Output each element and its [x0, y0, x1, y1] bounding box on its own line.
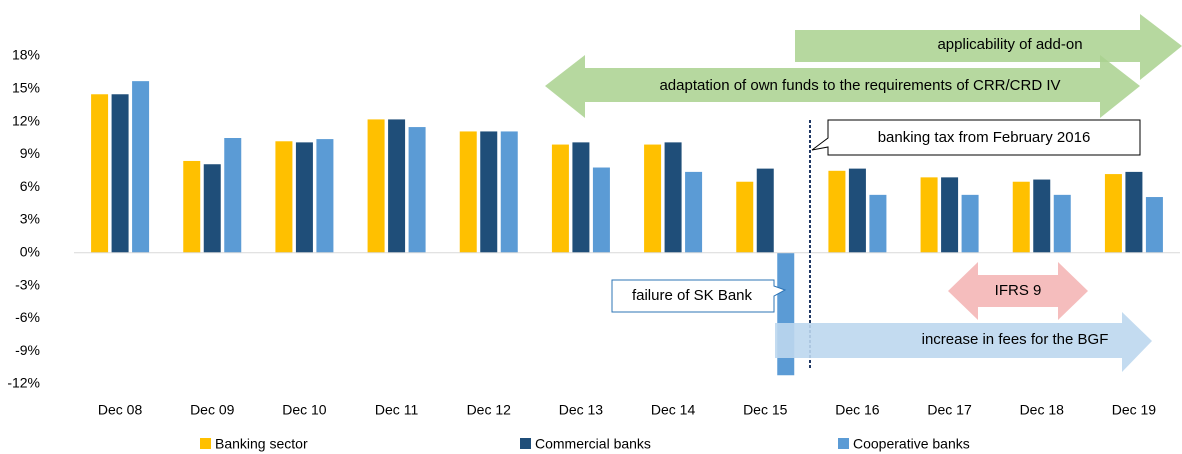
- bar: [111, 94, 129, 253]
- bar: [920, 177, 938, 253]
- x-tick-label: Dec 12: [467, 402, 512, 418]
- y-tick-label: 18%: [12, 47, 40, 63]
- ifrs-arrow: [948, 262, 1088, 320]
- bar: [1033, 179, 1051, 253]
- y-tick-label: 12%: [12, 112, 40, 128]
- bar: [1012, 181, 1030, 253]
- crr-arrow: [545, 55, 1140, 118]
- callout-box: [811, 119, 1141, 156]
- bar: [941, 177, 959, 253]
- bar: [203, 164, 221, 253]
- x-tick-label: Dec 11: [375, 402, 419, 418]
- bar: [664, 142, 682, 253]
- y-tick-label: -9%: [15, 342, 40, 358]
- bar: [132, 81, 150, 253]
- x-tick-label: Dec 13: [559, 402, 604, 418]
- legend-swatch: [200, 438, 211, 449]
- legend-label: Commercial banks: [535, 436, 651, 452]
- bar: [275, 141, 293, 253]
- bar: [367, 119, 385, 253]
- x-tick-label: Dec 19: [1112, 402, 1157, 418]
- y-tick-label: -3%: [15, 276, 40, 292]
- y-tick-label: -12%: [7, 375, 40, 391]
- bar: [295, 142, 313, 253]
- x-tick-label: Dec 18: [1020, 402, 1065, 418]
- x-tick-label: Dec 15: [743, 402, 788, 418]
- bar: [1145, 197, 1163, 253]
- bar: [756, 168, 774, 253]
- bar: [459, 131, 477, 253]
- legend-swatch: [838, 438, 849, 449]
- legend-label: Cooperative banks: [853, 436, 970, 452]
- bar: [408, 127, 426, 253]
- bar: [1053, 194, 1071, 253]
- bar: [961, 194, 979, 253]
- bar: [500, 131, 518, 253]
- y-tick-label: 6%: [20, 178, 40, 194]
- x-tick-label: Dec 16: [835, 402, 880, 418]
- bar: [848, 168, 866, 253]
- bar: [183, 160, 201, 253]
- annotation-layer: applicability of add-on adaptation of ow…: [545, 14, 1182, 372]
- annotation-text: adaptation of own funds to the requireme…: [659, 77, 1060, 94]
- x-tick-label: Dec 09: [190, 402, 235, 418]
- bar: [592, 167, 610, 253]
- bar: [91, 94, 109, 253]
- bar: [551, 144, 569, 253]
- callout-box: [611, 279, 787, 313]
- x-tick-label: Dec 17: [927, 402, 972, 418]
- x-tick-label: Dec 08: [98, 402, 143, 418]
- annotation-text: IFRS 9: [995, 282, 1042, 299]
- legend-swatch: [520, 438, 531, 449]
- y-tick-label: 15%: [12, 80, 40, 96]
- bgf-arrow: [775, 312, 1152, 372]
- legend-label: Banking sector: [215, 436, 308, 452]
- bar: [644, 144, 662, 253]
- add-on-arrow: [795, 14, 1182, 80]
- bar: [685, 171, 703, 253]
- x-tick-label: Dec 10: [282, 402, 327, 418]
- y-tick-label: 3%: [20, 211, 40, 227]
- y-tick-label: -6%: [15, 309, 40, 325]
- bar: [1104, 174, 1122, 253]
- annotation-text: banking tax from February 2016: [878, 129, 1091, 146]
- x-tick-label: Dec 14: [651, 402, 696, 418]
- bar: [828, 170, 846, 253]
- bar: [736, 181, 754, 253]
- annotation-text: increase in fees for the BGF: [922, 331, 1109, 348]
- bar: [1125, 171, 1143, 253]
- annotation-text: applicability of add-on: [937, 36, 1082, 53]
- bar: [316, 139, 334, 253]
- bar: [869, 194, 887, 253]
- bar: [572, 142, 590, 253]
- annotation-text: failure of SK Bank: [632, 287, 753, 304]
- y-tick-label: 0%: [20, 244, 40, 260]
- y-tick-label: 9%: [20, 145, 40, 161]
- bar: [480, 131, 498, 253]
- plot: -12% -9% -6% -3% 0% 3% 6% 9% 12% 15% 18% Dec 08 Dec …: [7, 47, 1180, 452]
- bar: [388, 119, 406, 253]
- bar: [224, 138, 242, 253]
